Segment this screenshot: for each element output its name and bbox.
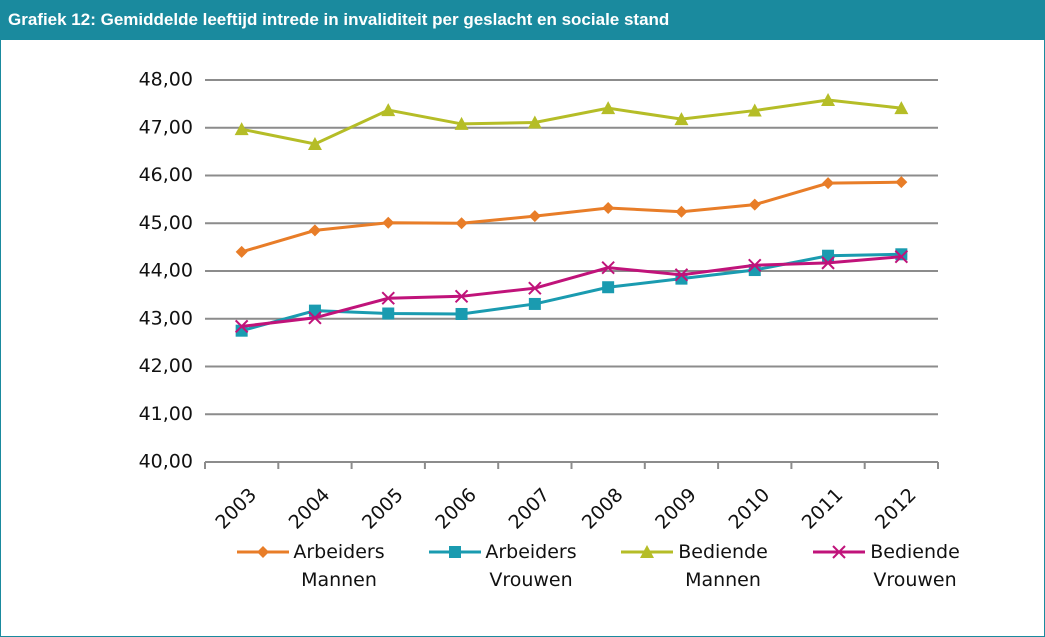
marker: [382, 216, 395, 229]
marker: [308, 311, 322, 325]
chart-title: Grafiek 12: Gemiddelde leeftijd intrede …: [0, 0, 1045, 40]
marker: [455, 307, 468, 320]
marker: [235, 245, 248, 258]
x-tick-label: 2005: [358, 484, 408, 534]
marker: [894, 101, 909, 115]
y-tick-label: 41,00: [139, 403, 193, 425]
y-tick-label: 43,00: [139, 307, 193, 329]
y-tick-label: 48,00: [139, 69, 193, 91]
marker: [381, 291, 395, 305]
marker: [601, 260, 615, 275]
x-tick-label: 2004: [285, 484, 335, 534]
marker: [382, 307, 395, 320]
marker: [747, 103, 762, 117]
marker: [308, 224, 321, 237]
y-tick-label: 46,00: [139, 164, 193, 186]
series-line: [241, 180, 902, 254]
series-line: [241, 98, 902, 146]
marker: [601, 101, 616, 115]
y-tick-label: 44,00: [139, 260, 193, 282]
marker: [822, 177, 835, 190]
x-tick-label: 2007: [505, 484, 555, 534]
x-tick-label: 2011: [798, 484, 848, 534]
series-line: [241, 255, 902, 328]
x-tick-label: 2008: [578, 484, 628, 534]
marker: [895, 176, 908, 189]
y-tick-label: 40,00: [139, 451, 193, 473]
marker: [674, 268, 689, 282]
x-tick-label: 2012: [871, 484, 921, 534]
marker: [602, 281, 615, 294]
marker: [821, 93, 836, 107]
marker: [455, 217, 468, 230]
marker: [821, 256, 835, 270]
marker: [602, 201, 615, 214]
x-tick-label: 2003: [211, 484, 261, 534]
x-tick-label: 2006: [431, 484, 481, 534]
legend-label: Arbeiders Mannen: [293, 541, 385, 591]
y-tick-label: 45,00: [139, 212, 193, 234]
marker: [235, 324, 248, 337]
marker: [528, 210, 541, 223]
y-tick-label: 47,00: [139, 116, 193, 138]
marker: [454, 289, 469, 304]
x-tick-label: 2009: [651, 484, 701, 534]
marker: [381, 103, 396, 117]
marker: [527, 115, 542, 129]
marker: [832, 545, 846, 559]
marker: [454, 116, 469, 130]
legend-label: Bediende Mannen: [678, 541, 768, 591]
marker: [640, 545, 654, 558]
marker: [748, 198, 761, 211]
marker: [234, 122, 249, 136]
marker: [748, 258, 762, 272]
marker: [234, 319, 249, 334]
marker: [675, 205, 688, 218]
legend-label: Arbeiders Vrouwen: [485, 541, 577, 591]
legend-label: Bediende Vrouwen: [870, 541, 960, 591]
marker: [449, 546, 461, 558]
marker: [894, 249, 909, 264]
y-tick-label: 42,00: [139, 355, 193, 377]
marker: [307, 136, 322, 150]
marker: [528, 297, 541, 310]
marker: [257, 546, 269, 558]
marker: [674, 112, 689, 126]
marker: [528, 281, 542, 295]
x-tick-label: 2010: [724, 484, 774, 534]
